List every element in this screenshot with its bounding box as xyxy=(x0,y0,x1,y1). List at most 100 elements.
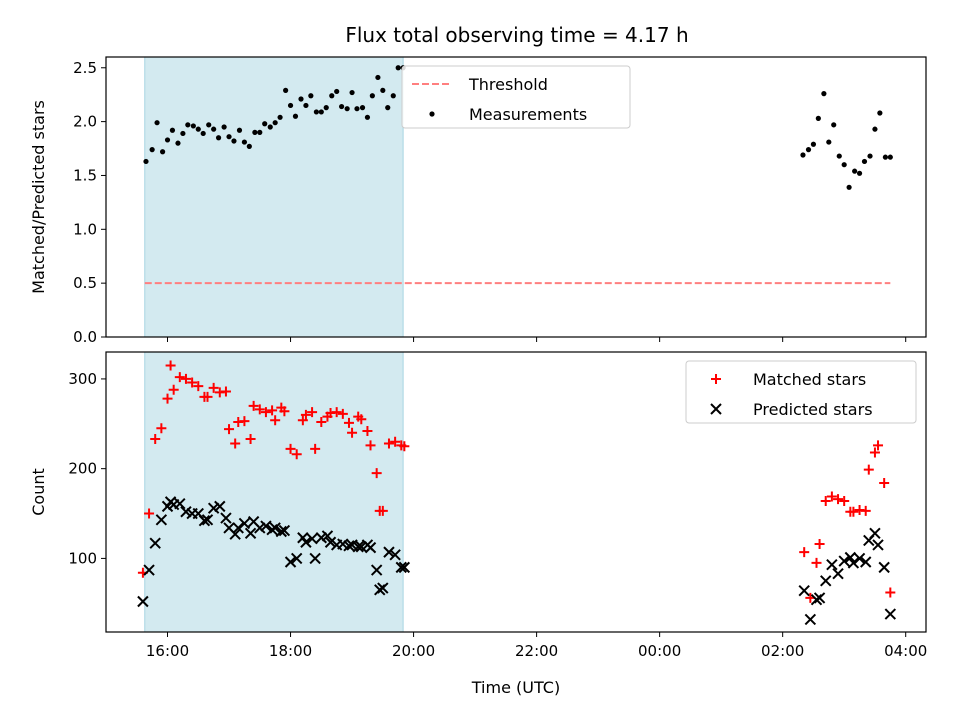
predicted-stars-point xyxy=(847,557,860,569)
predicted-stars-point xyxy=(383,546,395,558)
x-tick-label: 18:00 xyxy=(269,642,312,660)
x-tick-label: 22:00 xyxy=(515,642,558,660)
predicted-stars-point xyxy=(321,530,334,542)
matched-stars-point xyxy=(174,372,185,383)
matched-stars-point xyxy=(224,424,235,435)
predicted-stars-point xyxy=(229,528,241,540)
measurement-point xyxy=(303,102,309,109)
matched-stars-point xyxy=(839,495,850,506)
measurement-point xyxy=(154,120,160,126)
measurement-point xyxy=(149,147,155,153)
measurement-point xyxy=(231,138,237,144)
predicted-stars-point xyxy=(143,564,155,576)
matched-stars-point xyxy=(337,408,348,419)
matched-stars-point xyxy=(300,409,311,420)
y-tick-label: 100 xyxy=(68,549,97,567)
matched-stars-point xyxy=(162,393,173,404)
legend-label: Matched stars xyxy=(753,370,866,389)
matched-stars-point xyxy=(230,438,241,449)
measurement-point xyxy=(308,93,314,99)
predicted-stars-point xyxy=(872,539,884,551)
predicted-stars-point xyxy=(284,556,297,568)
measurement-point xyxy=(841,162,847,168)
matched-stars-point xyxy=(390,436,401,447)
measurement-point xyxy=(359,105,366,111)
measurement-point xyxy=(180,130,186,137)
measurement-point xyxy=(856,170,863,176)
predicted-stars-point xyxy=(869,527,881,539)
matched-stars-point xyxy=(239,416,250,427)
measurement-point xyxy=(390,93,396,99)
count-series xyxy=(137,360,897,626)
matched-stars-point xyxy=(144,508,155,519)
measurement-point xyxy=(287,102,294,109)
matched-stars-point xyxy=(267,405,278,416)
measurement-point xyxy=(200,130,206,137)
measurement-point xyxy=(800,152,806,158)
measurement-point xyxy=(872,126,878,132)
predicted-stars-point xyxy=(244,527,257,539)
matched-stars-point xyxy=(873,440,884,451)
matched-stars-point xyxy=(371,468,382,479)
measurement-point xyxy=(292,113,299,119)
matched-stars-point xyxy=(279,406,290,417)
matched-stars-point xyxy=(307,407,318,418)
matched-stars-point xyxy=(220,386,231,397)
measurement-point xyxy=(882,154,888,160)
matched-stars-point xyxy=(365,440,376,451)
measurement-point xyxy=(323,105,329,111)
matched-stars-point xyxy=(885,587,896,598)
predicted-stars-point xyxy=(269,522,281,534)
shaded-span xyxy=(144,56,404,338)
measurement-point xyxy=(215,135,222,141)
measurement-point xyxy=(241,139,248,145)
x-tick-label: 04:00 xyxy=(884,642,927,660)
x-axis-label: Time (UTC) xyxy=(471,678,560,697)
predicted-stars-point xyxy=(324,536,337,548)
predicted-stars-point xyxy=(860,556,872,568)
measurement-point xyxy=(318,109,324,115)
y-tick-label: 1.5 xyxy=(73,166,97,184)
measurement-point xyxy=(190,123,196,129)
matched-stars-point xyxy=(254,404,265,415)
measurement-point xyxy=(887,154,893,160)
measurement-point xyxy=(349,89,355,96)
matched-stars-point xyxy=(362,425,373,436)
measurement-point xyxy=(354,106,360,112)
legend-label: Measurements xyxy=(469,105,587,124)
count-axes-frame xyxy=(105,351,927,633)
predicted-stars-point xyxy=(853,552,866,565)
measurement-point xyxy=(169,127,176,133)
y-tick-label: 2.5 xyxy=(73,59,97,77)
predicted-stars-point xyxy=(813,592,826,604)
predicted-stars-point xyxy=(395,561,407,574)
chart-title: Flux total observing time = 4.17 h xyxy=(345,23,688,47)
predicted-stars-point xyxy=(174,497,186,510)
measurement-point xyxy=(277,114,283,120)
matched-stars-point xyxy=(165,360,176,371)
matched-stars-point xyxy=(811,557,822,568)
matched-stars-point xyxy=(310,443,321,454)
predicted-stars-point xyxy=(389,549,401,561)
legend-label: Threshold xyxy=(468,75,548,94)
matched-stars-point xyxy=(193,381,204,392)
measurement-point xyxy=(236,127,243,133)
predicted-stars-point xyxy=(832,567,844,580)
matched-stars-point xyxy=(879,478,890,489)
measurement-point xyxy=(836,153,842,159)
measurement-point xyxy=(846,184,852,190)
matched-stars-point xyxy=(150,434,161,445)
measurement-point xyxy=(344,106,350,112)
predicted-stars-point xyxy=(820,575,832,587)
y-tick-label: 2.0 xyxy=(73,113,97,131)
matched-stars-point xyxy=(347,427,358,438)
predicted-stars-point xyxy=(201,514,214,526)
matched-stars-point xyxy=(799,547,810,558)
ratio-axes-frame xyxy=(105,56,927,338)
measurement-point xyxy=(364,114,371,120)
measurement-point xyxy=(159,149,166,155)
matched-stars-point xyxy=(377,505,388,516)
ratio-series xyxy=(143,65,893,285)
ratio-y-axis-label: Matched/Predicted stars xyxy=(29,100,48,294)
predicted-stars-point xyxy=(826,558,838,571)
